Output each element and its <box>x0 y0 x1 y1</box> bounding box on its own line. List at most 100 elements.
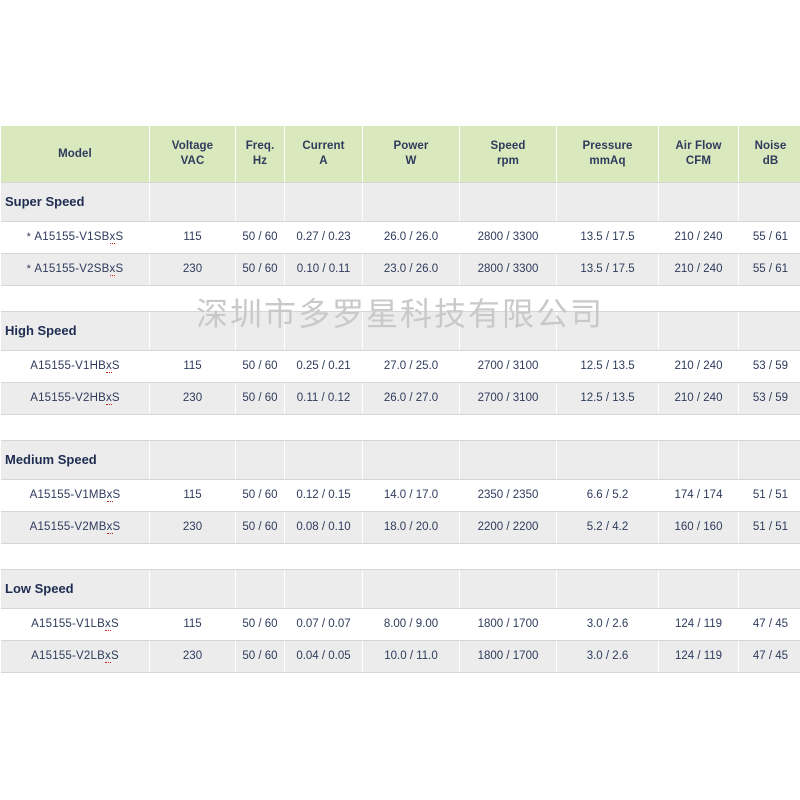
column-header-line1: Pressure <box>582 140 633 153</box>
model-name-suffix: S <box>112 521 121 534</box>
section-bottom-rule <box>1 350 800 351</box>
airflow-cell: 210 / 240 <box>659 254 738 285</box>
table-row: A15155-V2LBxS 230 50 / 60 0.04 / 0.05 10.0 /… <box>1 641 800 672</box>
current-cell: 0.12 / 0.15 <box>285 480 362 511</box>
model-cell: A15155-V1HBxS <box>1 351 149 382</box>
spellcheck-marked-character: x <box>106 521 113 535</box>
section-title: Super Speed <box>1 183 149 221</box>
freq-cell: 50 / 60 <box>236 383 284 414</box>
model-name-prefix: A15155-V1SB <box>34 231 110 244</box>
section-empty-cell <box>150 441 235 479</box>
section-header-medium-speed: Medium Speed <box>1 441 800 479</box>
current-cell: 0.08 / 0.10 <box>285 512 362 543</box>
section-spacer-cell <box>1 286 800 311</box>
section-empty-cell <box>659 570 738 608</box>
freq-cell: 50 / 60 <box>236 512 284 543</box>
model-cell: A15155-V2HBxS <box>1 383 149 414</box>
column-header-noise: Noise dB <box>739 126 800 182</box>
table-header: Model Voltage VAC Freq. Hz Current A Power W Spee… <box>1 126 800 182</box>
divider-line <box>1 382 800 383</box>
model-name-suffix: S <box>115 263 124 276</box>
model-name-prefix: A15155-V2MB <box>29 521 107 534</box>
voltage-cell: 115 <box>150 351 235 382</box>
column-header-line1: Freq. <box>245 140 275 153</box>
section-empty-cell <box>460 312 556 350</box>
voltage-cell: 230 <box>150 512 235 543</box>
section-empty-cell <box>739 312 800 350</box>
column-header-line2: mmAq <box>589 155 626 167</box>
column-header-line2: W <box>405 155 417 167</box>
section-end-rule <box>1 414 800 415</box>
speed-cell: 2350 / 2350 <box>460 480 556 511</box>
airflow-cell: 124 / 119 <box>659 641 738 672</box>
header-row: Model Voltage VAC Freq. Hz Current A Power W Spee… <box>1 126 800 182</box>
section-spacer <box>1 286 800 311</box>
model-name-suffix: S <box>111 360 120 373</box>
row-divider <box>1 253 800 254</box>
column-header-line1: Speed <box>490 140 526 153</box>
airflow-cell: 210 / 240 <box>659 222 738 253</box>
divider-line <box>1 285 800 286</box>
column-header-speed: Speed rpm <box>460 126 556 182</box>
table-row: A15155-V1HBxS 115 50 / 60 0.25 / 0.21 27.0 /… <box>1 351 800 382</box>
section-end-rule <box>1 672 800 673</box>
column-header-model: Model <box>1 126 149 182</box>
pressure-cell: 3.0 / 2.6 <box>557 609 658 640</box>
model-name-prefix: A15155-V2SB <box>34 263 110 276</box>
column-header-line2: dB <box>762 155 779 167</box>
column-header-line2: rpm <box>496 155 520 167</box>
section-empty-cell <box>739 183 800 221</box>
divider-line <box>1 440 800 441</box>
section-spacer-cell <box>1 544 800 569</box>
column-header-line1: Voltage <box>171 140 214 153</box>
power-cell: 14.0 / 17.0 <box>363 480 459 511</box>
speed-cell: 2700 / 3100 <box>460 351 556 382</box>
section-spacer <box>1 415 800 440</box>
row-divider <box>1 511 800 512</box>
column-header-line1: Model <box>58 147 92 160</box>
section-empty-cell <box>659 183 738 221</box>
current-cell: 0.25 / 0.21 <box>285 351 362 382</box>
section-empty-cell <box>236 441 284 479</box>
footnote-asterisk: * <box>26 263 35 276</box>
table-row: A15155-V2MBxS 230 50 / 60 0.08 / 0.10 18.0 /… <box>1 512 800 543</box>
spellcheck-marked-character: x <box>105 392 112 406</box>
section-empty-cell <box>460 183 556 221</box>
model-cell: * A15155-V1SBxS <box>1 222 149 253</box>
column-header-line2: VAC <box>180 155 205 167</box>
current-cell: 0.07 / 0.07 <box>285 609 362 640</box>
divider-line <box>1 253 800 254</box>
divider-line <box>1 479 800 480</box>
divider-line <box>1 414 800 415</box>
airflow-cell: 124 / 119 <box>659 609 738 640</box>
column-header-line1: Current <box>302 140 345 153</box>
section-empty-cell <box>739 441 800 479</box>
section-title: High Speed <box>1 312 149 350</box>
section-title: Medium Speed <box>1 441 149 479</box>
section-top-rule <box>1 569 800 570</box>
power-cell: 10.0 / 11.0 <box>363 641 459 672</box>
pressure-cell: 3.0 / 2.6 <box>557 641 658 672</box>
model-name-suffix: S <box>110 650 119 663</box>
column-header-line2: CFM <box>685 155 712 167</box>
noise-cell: 55 / 61 <box>739 222 800 253</box>
column-header-voltage: Voltage VAC <box>150 126 235 182</box>
speed-cell: 1800 / 1700 <box>460 641 556 672</box>
spellcheck-marked-character: x <box>109 263 116 277</box>
model-name-prefix: A15155-V1MB <box>29 489 107 502</box>
section-empty-cell <box>460 570 556 608</box>
section-empty-cell <box>659 312 738 350</box>
pressure-cell: 6.6 / 5.2 <box>557 480 658 511</box>
freq-cell: 50 / 60 <box>236 609 284 640</box>
section-bottom-rule <box>1 608 800 609</box>
section-end-rule <box>1 285 800 286</box>
spellcheck-marked-character: x <box>104 650 111 664</box>
column-header-freq: Freq. Hz <box>236 126 284 182</box>
table-body: Super Speed * A15155-V1SBxS 115 50 / 60 0.2… <box>1 182 800 673</box>
section-bottom-rule <box>1 221 800 222</box>
voltage-cell: 230 <box>150 641 235 672</box>
section-empty-cell <box>363 183 459 221</box>
section-header-high-speed: High Speed <box>1 312 800 350</box>
section-empty-cell <box>150 183 235 221</box>
voltage-cell: 230 <box>150 254 235 285</box>
